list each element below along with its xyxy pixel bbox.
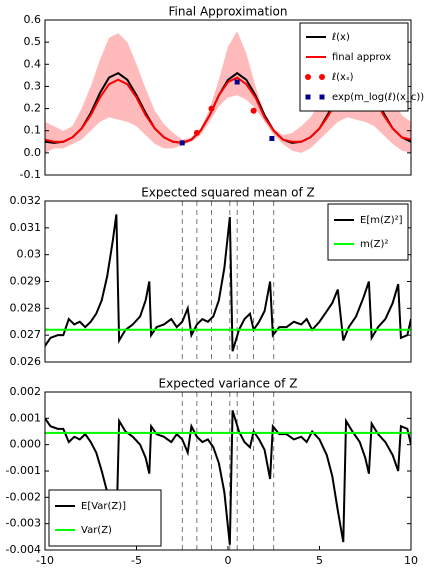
x-tick-label: -10	[36, 554, 54, 567]
y-tick-label: 0.001	[10, 411, 42, 424]
y-tick-label: 0.002	[10, 385, 42, 398]
legend-box	[327, 203, 409, 261]
legend-label: m(Z)²	[360, 239, 388, 250]
y-tick-label: 0.000	[10, 438, 42, 451]
y-tick-label: -0.002	[6, 490, 41, 503]
y-tick-label: -0.004	[6, 543, 41, 556]
legend-label: ℓ(x)	[332, 32, 350, 43]
x-tick-label: 10	[404, 554, 418, 567]
chart-title: Final Approximation	[168, 5, 287, 19]
y-tick-label: 0.3	[24, 79, 42, 92]
y-tick-label: 0.032	[10, 194, 42, 207]
legend-label: exp(m_log(ℓ)(x_c))	[332, 92, 424, 103]
legend-label: final approx	[332, 52, 391, 63]
y-tick-label: 0.028	[10, 301, 42, 314]
scatter-point	[250, 107, 257, 114]
x-tick-label: 5	[316, 554, 323, 567]
y-tick-label: -0.001	[6, 464, 41, 477]
confidence-band	[45, 31, 411, 153]
y-tick-label: 0.2	[24, 102, 42, 115]
legend-box	[48, 489, 162, 547]
y-tick-label: 0.027	[10, 328, 42, 341]
legend-swatch	[319, 94, 325, 100]
y-tick-label: 0.03	[17, 248, 42, 261]
scatter-point	[179, 140, 185, 146]
y-tick-label: 0.029	[10, 275, 42, 288]
legend-label: E[m(Z)²]	[360, 215, 403, 226]
scatter-point	[234, 79, 240, 85]
y-tick-label: -0.1	[20, 168, 41, 181]
scatter-point	[193, 129, 200, 136]
legend-swatch	[305, 74, 311, 80]
scatter-point	[269, 135, 275, 141]
y-tick-label: 0.5	[24, 35, 42, 48]
x-tick-label: 0	[225, 554, 232, 567]
scatter-point	[208, 105, 215, 112]
y-tick-label: 0.031	[10, 221, 42, 234]
series-line	[45, 214, 411, 352]
y-tick-label: 0.4	[24, 57, 42, 70]
chart-title: Expected variance of Z	[159, 377, 298, 391]
chart-title: Expected squared mean of Z	[141, 186, 315, 200]
axes-frame	[44, 19, 412, 176]
y-tick-label: 0.6	[24, 13, 42, 26]
plot-area	[45, 201, 411, 362]
y-tick-label: 0.0	[24, 146, 42, 159]
y-tick-label: 0.026	[10, 355, 42, 368]
y-tick-label: -0.003	[6, 517, 41, 530]
y-tick-label: 0.1	[24, 124, 42, 137]
legend-label: Var(Z)	[81, 525, 112, 536]
legend-swatch	[305, 94, 311, 100]
legend-label: E[Var(Z)]	[81, 501, 126, 512]
legend-swatch	[319, 74, 325, 80]
x-tick-label: -5	[131, 554, 142, 567]
legend-label: ℓ(xₛ)	[332, 72, 354, 83]
